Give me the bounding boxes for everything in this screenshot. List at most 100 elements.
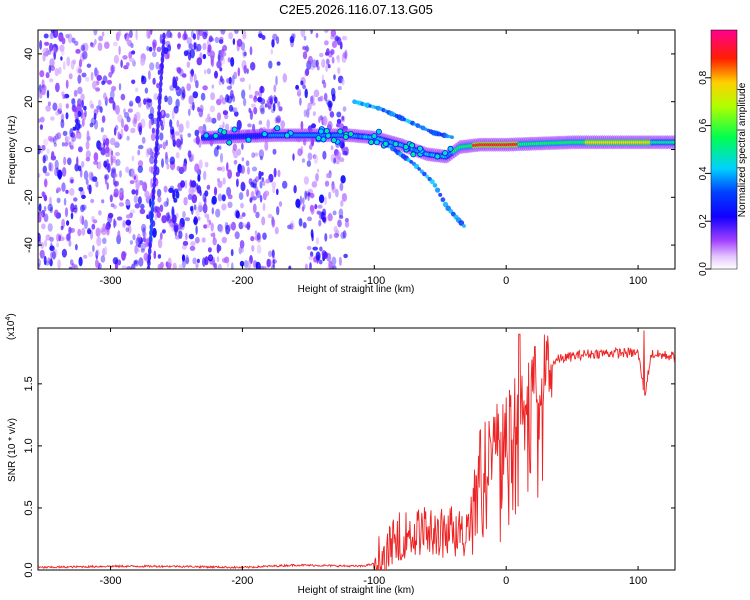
heatmap-noise-cell <box>159 143 163 149</box>
heatmap-noise-cell <box>233 159 238 165</box>
heatmap-noise-cell <box>273 167 277 178</box>
heatmap-noise-cell <box>268 60 273 69</box>
heatmap-noise-cell <box>241 157 245 162</box>
heatmap-noise-cell <box>310 229 314 238</box>
heatmap-noise-cell <box>131 263 136 269</box>
heatmap-noise-cell <box>205 117 210 123</box>
heatmap-noise-cell <box>177 222 183 230</box>
heatmap-noise-cell <box>325 64 328 72</box>
heatmap-noise-cell <box>78 256 83 267</box>
heatmap-y-label: Frequency (Hz) <box>7 116 18 185</box>
heatmap-noise-cell <box>277 169 281 178</box>
heatmap-noise-cell <box>156 211 161 219</box>
heatmap-noise-cell <box>159 261 164 269</box>
heatmap-noise-cell <box>169 32 173 39</box>
heatmap-streak-cell <box>152 175 157 183</box>
heatmap-noise-cell <box>137 196 142 205</box>
heatmap-noise-cell <box>69 145 74 150</box>
heatmap-noise-cell <box>196 32 200 41</box>
heatmap-noise-cell <box>265 178 271 184</box>
heatmap-noise-cell <box>282 180 288 189</box>
heatmap-noise-cell <box>95 87 101 92</box>
heatmap-noise-cell <box>104 174 110 180</box>
heatmap-noise-cell <box>204 212 208 219</box>
heatmap-noise-cell <box>222 121 225 129</box>
heatmap-noise-cell <box>157 69 161 76</box>
heatmap-noise-cell <box>192 91 199 99</box>
heatmap-noise-cell <box>130 127 136 134</box>
heatmap-noise-cell <box>280 120 286 129</box>
heatmap-noise-cell <box>303 176 309 185</box>
heatmap-noise-cell <box>326 172 332 179</box>
heatmap-noise-cell <box>330 145 334 151</box>
heatmap-noise-cell <box>165 113 170 119</box>
heatmap-noise-cell <box>251 103 256 108</box>
heatmap-noise-cell <box>50 65 55 72</box>
heatmap-noise-cell <box>192 101 195 111</box>
heatmap-noise-cell <box>261 35 266 40</box>
heatmap-noise-cell <box>213 146 219 157</box>
heatmap-noise-cell <box>318 116 321 123</box>
heatmap-noise-cell <box>268 104 271 110</box>
heatmap-x-ticks: -300 -200 -100 0 100 <box>100 30 647 287</box>
heatmap-noise-cell <box>218 54 224 62</box>
heatmap-noise-cell <box>234 30 239 34</box>
heatmap-noise-cell <box>276 115 281 123</box>
heatmap-noise-cell <box>180 137 183 145</box>
heatmap-noise-cell <box>79 214 85 225</box>
heatmap-noise-cell <box>274 96 278 104</box>
heatmap-noise-cell <box>241 142 244 150</box>
heatmap-noise-cell <box>110 203 115 208</box>
heatmap-noise-cell <box>338 208 344 218</box>
heatmap-noise-cell <box>80 93 85 102</box>
heatmap-noise-cell <box>182 162 187 172</box>
heatmap-noise-cell <box>324 196 327 205</box>
heatmap-noise-cell <box>119 170 122 178</box>
heatmap-noise-cell <box>60 56 63 61</box>
heatmap-noise-cell <box>73 208 78 214</box>
heatmap-noise-cell <box>264 141 269 151</box>
heatmap-noise-cell <box>120 93 126 101</box>
heatmap-noise-cell <box>221 236 227 244</box>
heatmap-streak-cell <box>157 104 161 112</box>
heatmap-noise-cell <box>78 146 83 153</box>
heatmap-noise-cell <box>193 218 199 224</box>
heatmap-noise-cell <box>39 249 45 259</box>
heatmap-noise-cell <box>259 155 263 161</box>
heatmap-noise-cell <box>312 111 316 116</box>
heatmap-noise-cell <box>64 207 69 218</box>
heatmap-noise-cell <box>167 95 173 106</box>
heatmap-noise-cell <box>92 219 98 224</box>
heatmap-noise-cell <box>125 214 131 219</box>
heatmap-bright-spot <box>417 145 424 152</box>
heatmap-noise-cell <box>268 250 273 258</box>
heatmap-noise-cell <box>175 76 179 82</box>
heatmap-noise-cell <box>214 36 220 44</box>
heatmap-noise-cell <box>93 152 99 162</box>
heatmap-noise-cell <box>81 99 84 108</box>
heatmap-noise-cell <box>112 100 116 111</box>
heatmap-streak-cell <box>150 205 155 213</box>
heatmap-noise-cell <box>226 95 233 104</box>
heatmap-noise-cell <box>163 185 168 193</box>
heatmap-noise-cell <box>151 127 155 134</box>
heatmap-noise-cell <box>76 156 79 167</box>
heatmap-bright-spot <box>371 133 378 140</box>
heatmap-noise-cell <box>256 232 262 243</box>
heatmap-noise-cell <box>110 150 114 157</box>
heatmap-noise-cell <box>239 167 243 174</box>
heatmap-noise-cell <box>47 203 53 212</box>
heatmap-noise-cell <box>149 148 153 158</box>
heatmap-noise-cell <box>38 262 41 269</box>
heatmap-streak-cell <box>149 217 154 225</box>
heatmap-noise-cell <box>71 37 76 44</box>
heatmap-noise-cell <box>190 30 195 39</box>
heatmap-lower-branch-cell <box>432 183 438 188</box>
heatmap-noise-cell <box>187 108 191 117</box>
heatmap-noise-cell <box>154 211 157 221</box>
heatmap-noise-cell <box>156 82 160 89</box>
heatmap-noise-cell <box>65 140 70 145</box>
heatmap-noise-cell <box>61 91 65 96</box>
heatmap-noise-cell <box>230 249 234 257</box>
heatmap-noise-cell <box>288 265 292 269</box>
